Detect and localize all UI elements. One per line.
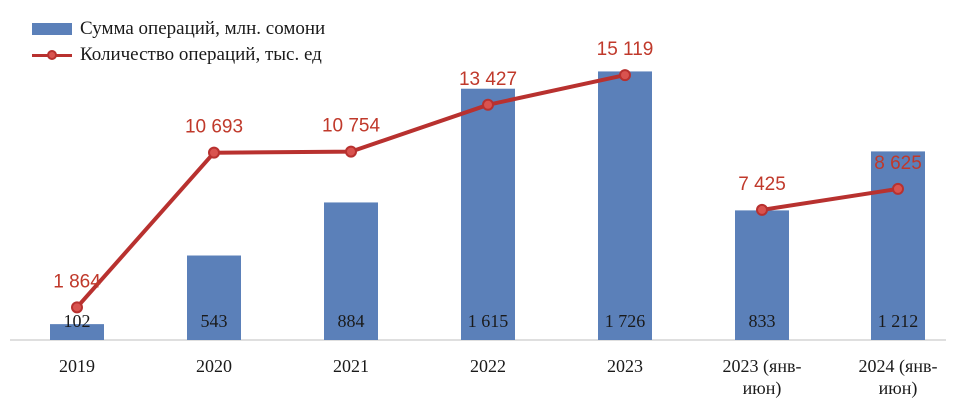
line-data-label: 10 754 [322,116,381,137]
line-series [71,69,904,314]
line-point [208,146,220,159]
bar [324,202,378,340]
bar [187,255,241,340]
line-point [71,301,83,314]
bar-data-labels: 102 543 884 1 615 1 726 833 1 212 [64,311,919,331]
line-segment [761,186,899,212]
line-data-label: 13 427 [459,69,517,90]
legend: Сумма операций, млн. сомони Количество о… [32,16,325,68]
x-tick-label: 2021 [333,356,369,376]
line-data-label: 15 119 [597,39,654,60]
legend-label-bar-series: Сумма операций, млн. сомони [80,18,326,39]
x-tick-label: 2024 (янв-июн) [859,356,938,399]
bar-data-label: 1 212 [878,311,919,331]
x-tick-label: 2019 [59,356,95,376]
x-tick-labels: 2019 2020 2021 2022 2023 2023 (янв-июн) 2024 (… [59,356,937,399]
legend-label-line-series: Количество операций, тыс. ед [80,44,322,65]
bar [871,151,925,340]
line-data-label: 1 864 [53,271,101,292]
legend-line-swatch [32,48,72,62]
bar-data-label: 833 [749,311,776,331]
line-point [756,203,768,216]
x-tick-label: 2023 (янв-июн) [723,356,802,399]
legend-item-bar-series: Сумма операций, млн. сомони [32,16,325,42]
line-point [345,145,357,158]
bar-data-label: 102 [64,311,91,331]
line-data-label: 7 425 [738,174,786,195]
line-point [619,69,631,82]
bar [50,324,104,340]
bar-data-label: 543 [201,311,228,331]
line-data-label: 10 693 [185,117,243,138]
line-data-labels: 1 864 10 693 10 754 13 427 15 119 7 425 8 625 [53,39,922,292]
legend-bar-swatch [32,23,72,35]
bar-series [50,71,925,341]
line-point [892,182,904,195]
line-data-label: 8 625 [874,153,922,174]
line-point [482,98,494,111]
bar-data-label: 1 615 [468,311,509,331]
x-tick-label: 2020 [196,356,232,376]
x-tick-label: 2023 [607,356,643,376]
bar-data-label: 1 726 [605,311,646,331]
bar-data-label: 884 [338,311,365,331]
bar [598,71,652,341]
x-tick-label: 2022 [470,356,506,376]
legend-item-line-series: Количество операций, тыс. ед [32,42,325,68]
bar [735,210,789,340]
bar [461,88,515,341]
